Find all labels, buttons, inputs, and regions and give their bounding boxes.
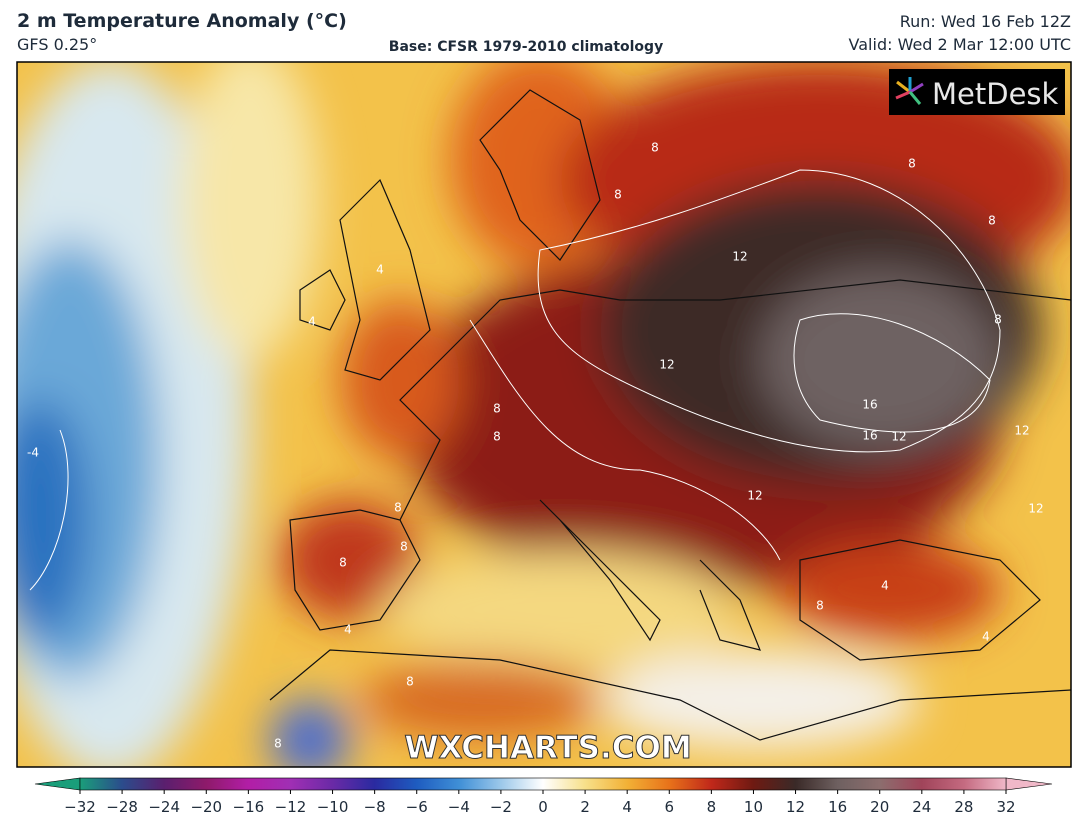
contour-label: 8 xyxy=(614,188,622,202)
map-frame xyxy=(16,61,1072,768)
model: GFS 0.25° xyxy=(17,35,97,54)
colorbar-tick-label: 12 xyxy=(786,798,805,816)
contour-label: 16 xyxy=(862,429,877,443)
colorbar-tick-label: 28 xyxy=(954,798,973,816)
colorbar-tick-label: −32 xyxy=(64,798,96,816)
contour-label: 8 xyxy=(816,599,824,613)
colorbar-bar xyxy=(79,777,1007,791)
contour-label: 8 xyxy=(908,157,916,171)
contour-label: 12 xyxy=(659,358,674,372)
map: 8 8 8 8 12 4 4 8 12 16 16 12 8 8 12 12 12 8 8 8 4 8 4 8 4 8 -4 Met… xyxy=(17,62,1071,767)
watermark: WXCHARTS.COM xyxy=(404,730,691,766)
colorbar-tick-label: 8 xyxy=(707,798,717,816)
contour-label: 12 xyxy=(732,250,747,264)
contour-labels: 8 8 8 8 12 4 4 8 12 16 16 12 8 8 12 12 12 8 8 8 4 8 4 8 4 8 -4 xyxy=(27,141,1044,751)
colorbar-tick-label: 2 xyxy=(580,798,590,816)
base: Base: CFSR 1979-2010 climatology xyxy=(389,39,663,55)
colorbar-tick-label: −10 xyxy=(317,798,349,816)
colorbar-tick-label: −20 xyxy=(190,798,222,816)
colorbar-min-arrow xyxy=(34,777,81,791)
colorbar-tick-label: 4 xyxy=(622,798,632,816)
contour-label: 8 xyxy=(651,141,659,155)
colorbar-tick-label: −12 xyxy=(275,798,307,816)
contour-label: 12 xyxy=(1014,424,1029,438)
colorbar-tick-label: 10 xyxy=(744,798,763,816)
colorbar-tick-label: −8 xyxy=(364,798,386,816)
colorbar-tick-label: 20 xyxy=(870,798,889,816)
colorbar-tick-label: −28 xyxy=(106,798,138,816)
colorbar-tick-label: −16 xyxy=(233,798,265,816)
colorbar-tick-label: 0 xyxy=(538,798,548,816)
contour-label: 4 xyxy=(376,263,384,277)
colorbar-tick-label: −6 xyxy=(406,798,428,816)
logo-mark xyxy=(895,77,924,105)
logo-box xyxy=(889,69,1065,115)
contour-label: 8 xyxy=(394,501,402,515)
contour-label: 8 xyxy=(406,675,414,689)
contour-label: 12 xyxy=(747,489,762,503)
contour-label: 12 xyxy=(891,430,906,444)
contour-label: 4 xyxy=(344,623,352,637)
colorbar-tick-label: −4 xyxy=(448,798,470,816)
contour-label: 4 xyxy=(308,315,316,329)
title: 2 m Temperature Anomaly (°C) xyxy=(17,10,347,32)
colorbar-tick-label: −24 xyxy=(148,798,180,816)
valid: Valid: Wed 2 Mar 12:00 UTC xyxy=(849,35,1071,54)
colorbar-tick-label: 32 xyxy=(996,798,1015,816)
contour-label: -4 xyxy=(27,446,39,460)
colorbar-tick-label: −2 xyxy=(490,798,512,816)
logo: MetDesk xyxy=(932,77,1059,111)
colorbar-tick-label: 6 xyxy=(664,798,674,816)
contour-label: 8 xyxy=(493,402,501,416)
colorbar: −32 −28 −24 −20 −16 −12 −10 −8 −6 −4 −2 0 2 4 6 8 10 12 16… xyxy=(34,777,1053,816)
contour-label: 12 xyxy=(1028,502,1043,516)
contour-label: 8 xyxy=(400,540,408,554)
run: Run: Wed 16 Feb 12Z xyxy=(900,12,1071,31)
colorbar-tick-label: 24 xyxy=(912,798,931,816)
contour-label: 8 xyxy=(274,737,282,751)
contour-label: 16 xyxy=(862,398,877,412)
contour-label: 4 xyxy=(881,579,889,593)
contour-label: 8 xyxy=(988,214,996,228)
contour-label: 4 xyxy=(982,630,990,644)
contour-label: 8 xyxy=(493,430,501,444)
contour-label: 8 xyxy=(339,556,347,570)
contour-label: 8 xyxy=(994,313,1002,327)
colorbar-max-arrow xyxy=(1005,777,1053,791)
colorbar-tick-label: 16 xyxy=(828,798,847,816)
